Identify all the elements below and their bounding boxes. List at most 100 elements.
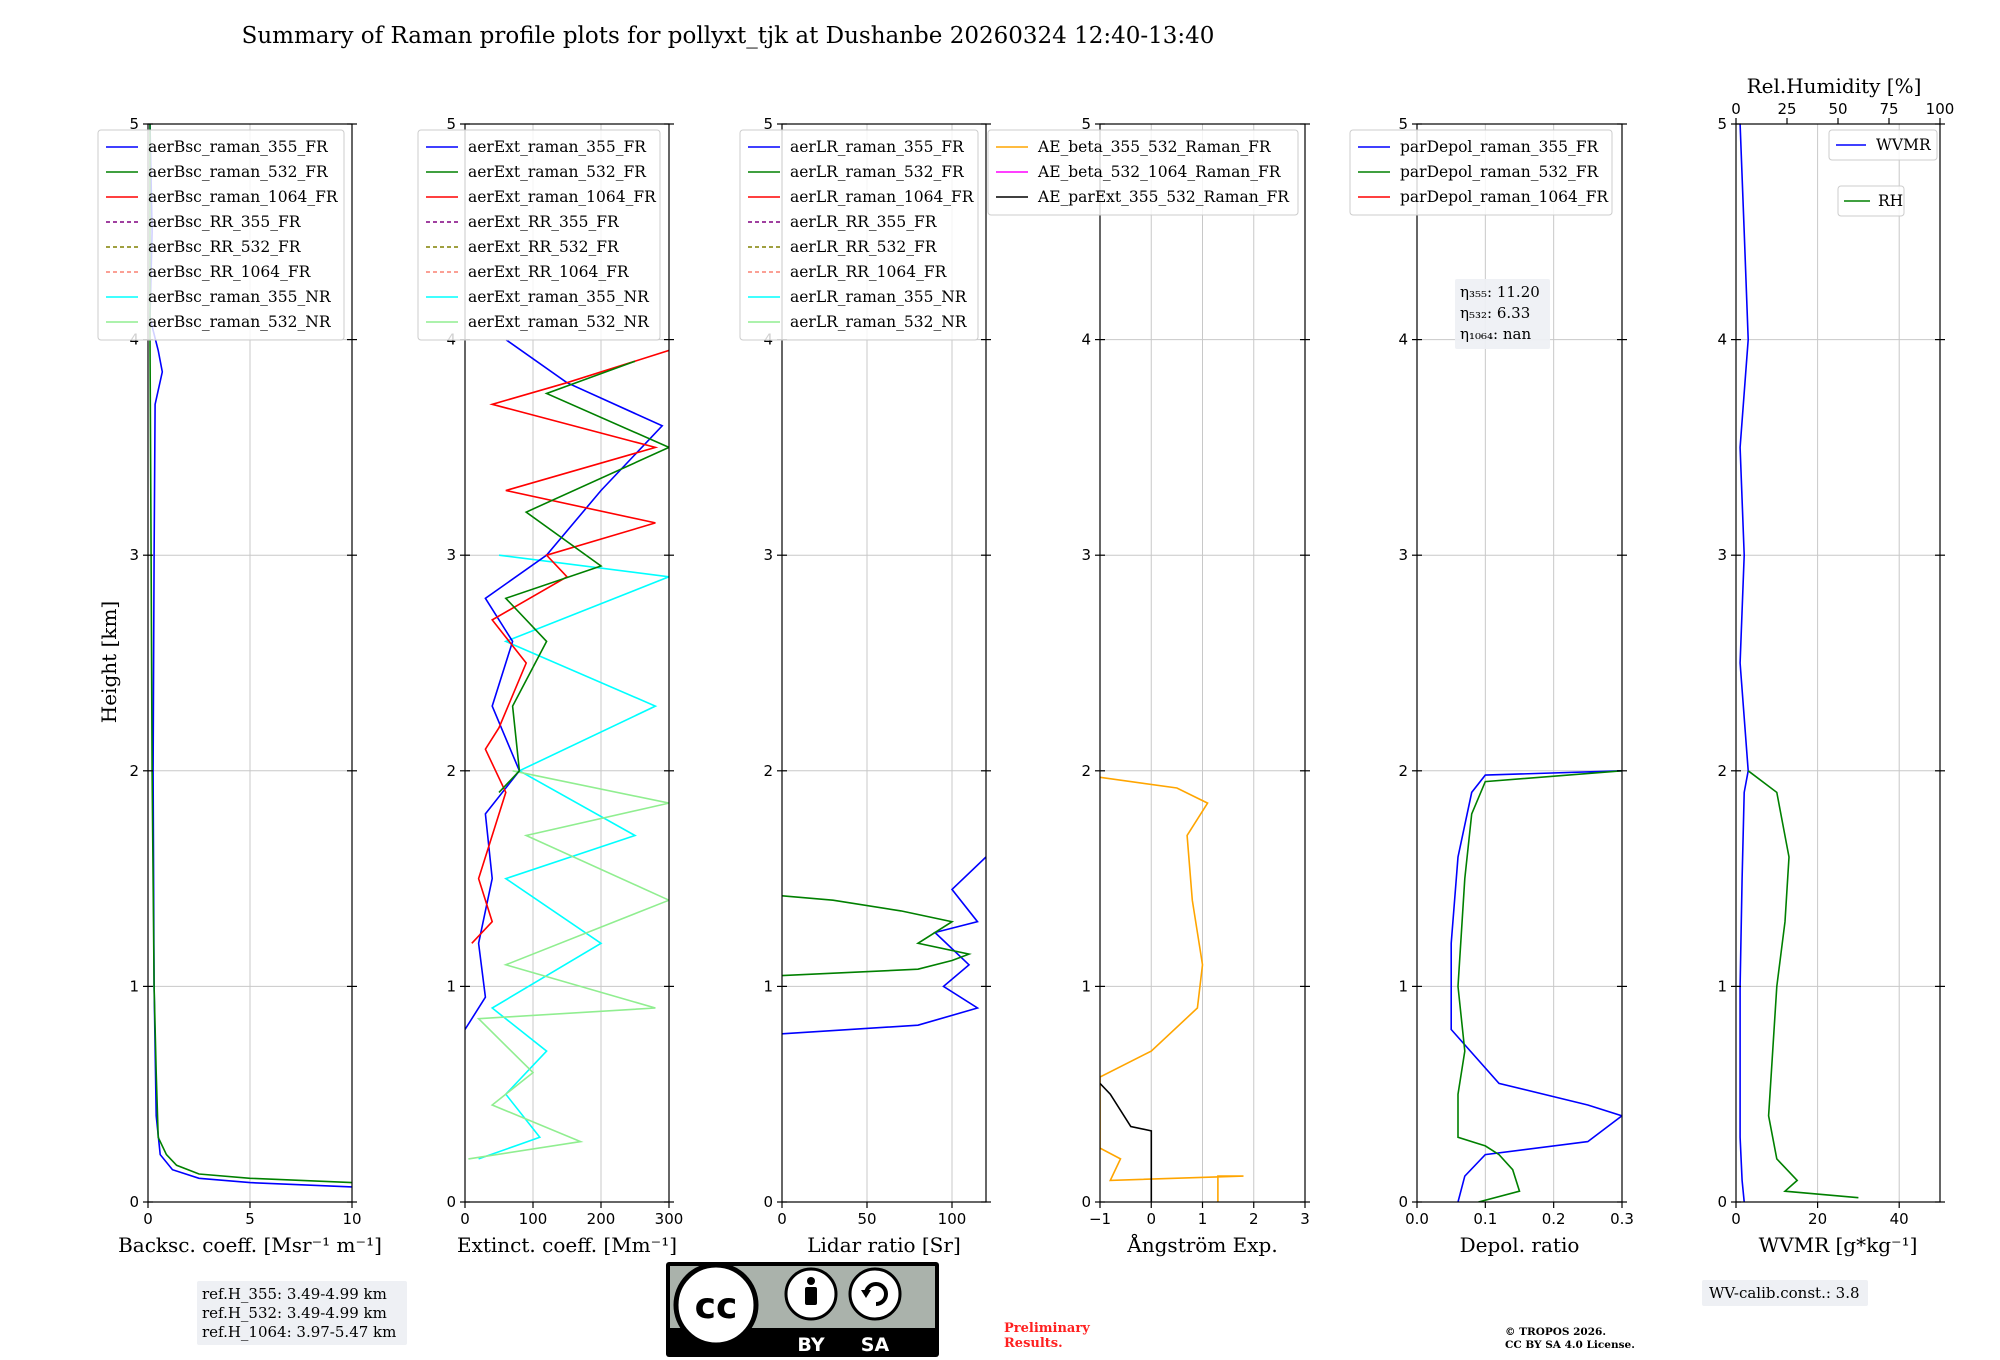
wv-calib-box: WV-calib.const.: 3.8	[1702, 1280, 1868, 1306]
y-tick-label: 2	[1398, 762, 1408, 780]
legend-label: aerLR_raman_355_FR	[790, 138, 965, 156]
eta-box: η₃₅₅: 11.20 η₅₃₂: 6.33 η₁₀₆₄: nan	[1455, 279, 1550, 349]
legend-label: AE_beta_355_532_Raman_FR	[1037, 138, 1272, 156]
x-tick-label: 40	[1890, 1210, 1909, 1228]
x-tick-label: 300	[655, 1210, 684, 1228]
y-tick-label: 3	[1398, 546, 1408, 564]
legend-label: aerBsc_RR_355_FR	[148, 213, 302, 231]
legend-label: aerExt_RR_355_FR	[468, 213, 620, 231]
preliminary-results-1: Preliminary	[1004, 1321, 1090, 1336]
y-tick-label: 2	[1717, 762, 1727, 780]
x-tick-label: −1	[1089, 1210, 1111, 1228]
legend-label: aerExt_raman_532_NR	[468, 313, 650, 331]
top-tick-label: 0	[1731, 100, 1741, 118]
legend-label: aerBsc_raman_532_FR	[148, 163, 329, 181]
y-tick-label: 5	[1081, 115, 1091, 133]
rh-top-axis: Rel.Humidity [%] 0 25 50 75 100	[1731, 74, 1954, 124]
legend: aerBsc_raman_355_FR aerBsc_raman_532_FRae…	[97, 129, 345, 341]
panels: 0123450510Backsc. coeff. [Msr⁻¹ m⁻¹]aerB…	[97, 115, 1945, 1257]
y-tick-label: 5	[1398, 115, 1408, 133]
x-axis-label: Depol. ratio	[1460, 1233, 1580, 1257]
y-tick-label: 2	[763, 762, 773, 780]
y-tick-label: 2	[446, 762, 456, 780]
legend-label: aerLR_RR_1064_FR	[790, 263, 948, 281]
x-tick-label: 20	[1808, 1210, 1827, 1228]
y-tick-label: 1	[763, 977, 773, 995]
y-tick-label: 1	[1081, 977, 1091, 995]
legend-label: aerExt_raman_355_NR	[468, 288, 650, 306]
series-WVMR	[1739, 124, 1750, 1202]
x-axis-label: Ångström Exp.	[1126, 1232, 1277, 1257]
x-tick-label: 0	[143, 1210, 153, 1228]
top-tick-label: 100	[1926, 100, 1955, 118]
y-tick-label: 3	[129, 546, 139, 564]
y-tick-label: 5	[763, 115, 773, 133]
y-tick-label: 1	[1717, 977, 1727, 995]
series-parDepol_raman_532_FR	[1457, 770, 1622, 1202]
eta-532: η₅₃₂: 6.33	[1460, 304, 1530, 322]
y-tick-label: 4	[1717, 331, 1727, 349]
copyright-line-1: © TROPOS 2026.	[1505, 1326, 1606, 1338]
y-tick-label: 1	[1398, 977, 1408, 995]
series-aerLR_raman_355_FR	[782, 856, 986, 1035]
y-tick-label: 1	[446, 977, 456, 995]
ref-height-532: ref.H_532: 3.49-4.99 km	[202, 1304, 387, 1322]
x-tick-label: 5	[245, 1210, 255, 1228]
y-tick-label: 2	[1081, 762, 1091, 780]
y-axis-label: Height [km]	[97, 601, 121, 723]
legend-label: aerExt_RR_532_FR	[468, 238, 620, 256]
legend-label: aerLR_raman_532_NR	[790, 313, 968, 331]
x-tick-label: 1	[1198, 1210, 1208, 1228]
x-axis-label: WVMR [g*kg⁻¹]	[1759, 1233, 1918, 1257]
x-tick-label: 0	[1731, 1210, 1741, 1228]
y-tick-label: 4	[1081, 331, 1091, 349]
cc-label: cc	[695, 1286, 738, 1327]
x-tick-label: 50	[857, 1210, 876, 1228]
ref-height-355: ref.H_355: 3.49-4.99 km	[202, 1285, 387, 1303]
x-tick-label: 10	[342, 1210, 361, 1228]
legend-label: aerExt_raman_1064_FR	[468, 188, 657, 206]
y-tick-label: 0	[446, 1193, 456, 1211]
series-aerLR_raman_532_FR	[782, 895, 972, 977]
ref-height-box: ref.H_355: 3.49-4.99 km ref.H_532: 3.49-…	[197, 1281, 407, 1345]
x-tick-label: 0.0	[1405, 1210, 1429, 1228]
x-tick-label: 0	[460, 1210, 470, 1228]
legend: aerExt_raman_355_FR aerExt_raman_532_FRae…	[417, 129, 661, 341]
x-tick-label: 0.3	[1610, 1210, 1634, 1228]
panel-2: 0123450100200300Extinct. coeff. [Mm⁻¹]ae…	[417, 115, 684, 1257]
plot-frame	[464, 123, 670, 1203]
x-tick-label: 0.2	[1542, 1210, 1566, 1228]
top-tick-label: 25	[1777, 100, 1796, 118]
preliminary-results-2: Results.	[1004, 1336, 1063, 1351]
series-AE_parExt_355_532_Raman_FR	[1100, 1082, 1153, 1202]
y-tick-label: 5	[129, 115, 139, 133]
legend-label: RH	[1878, 192, 1903, 210]
series-aerExt_raman_1064_FR	[471, 349, 669, 944]
legend-label: aerLR_RR_355_FR	[790, 213, 938, 231]
legend-label: parDepol_raman_532_FR	[1400, 163, 1600, 181]
plot-frame	[1416, 123, 1623, 1203]
legend: WVMR RH	[1828, 129, 1938, 217]
panel-3: 012345050100Lidar ratio [Sr]aerLR_raman_…	[739, 115, 991, 1257]
y-tick-label: 0	[1398, 1193, 1408, 1211]
by-label: BY	[797, 1334, 824, 1356]
y-tick-label: 1	[129, 977, 139, 995]
x-axis-label: Extinct. coeff. [Mm⁻¹]	[457, 1233, 677, 1257]
series-aerExt_raman_355_FR	[465, 338, 664, 1030]
x-tick-label: 3	[1300, 1210, 1310, 1228]
y-tick-label: 3	[763, 546, 773, 564]
legend-label: aerBsc_raman_1064_FR	[148, 188, 339, 206]
legend-label: aerLR_raman_532_FR	[790, 163, 965, 181]
legend-label: aerLR_raman_355_NR	[790, 288, 968, 306]
series-aerExt_raman_532_FR	[498, 360, 669, 793]
y-tick-label: 0	[129, 1193, 139, 1211]
x-axis-label: Lidar ratio [Sr]	[807, 1233, 961, 1257]
legend-label: aerExt_raman_355_FR	[468, 138, 647, 156]
top-tick-label: 50	[1828, 100, 1847, 118]
legend-label: AE_beta_532_1064_Raman_FR	[1037, 163, 1282, 181]
y-tick-label: 0	[1717, 1193, 1727, 1211]
legend-label: AE_parExt_355_532_Raman_FR	[1037, 188, 1290, 206]
legend: AE_beta_355_532_Raman_FR AE_beta_532_1064…	[987, 129, 1299, 216]
y-tick-label: 5	[1717, 115, 1727, 133]
